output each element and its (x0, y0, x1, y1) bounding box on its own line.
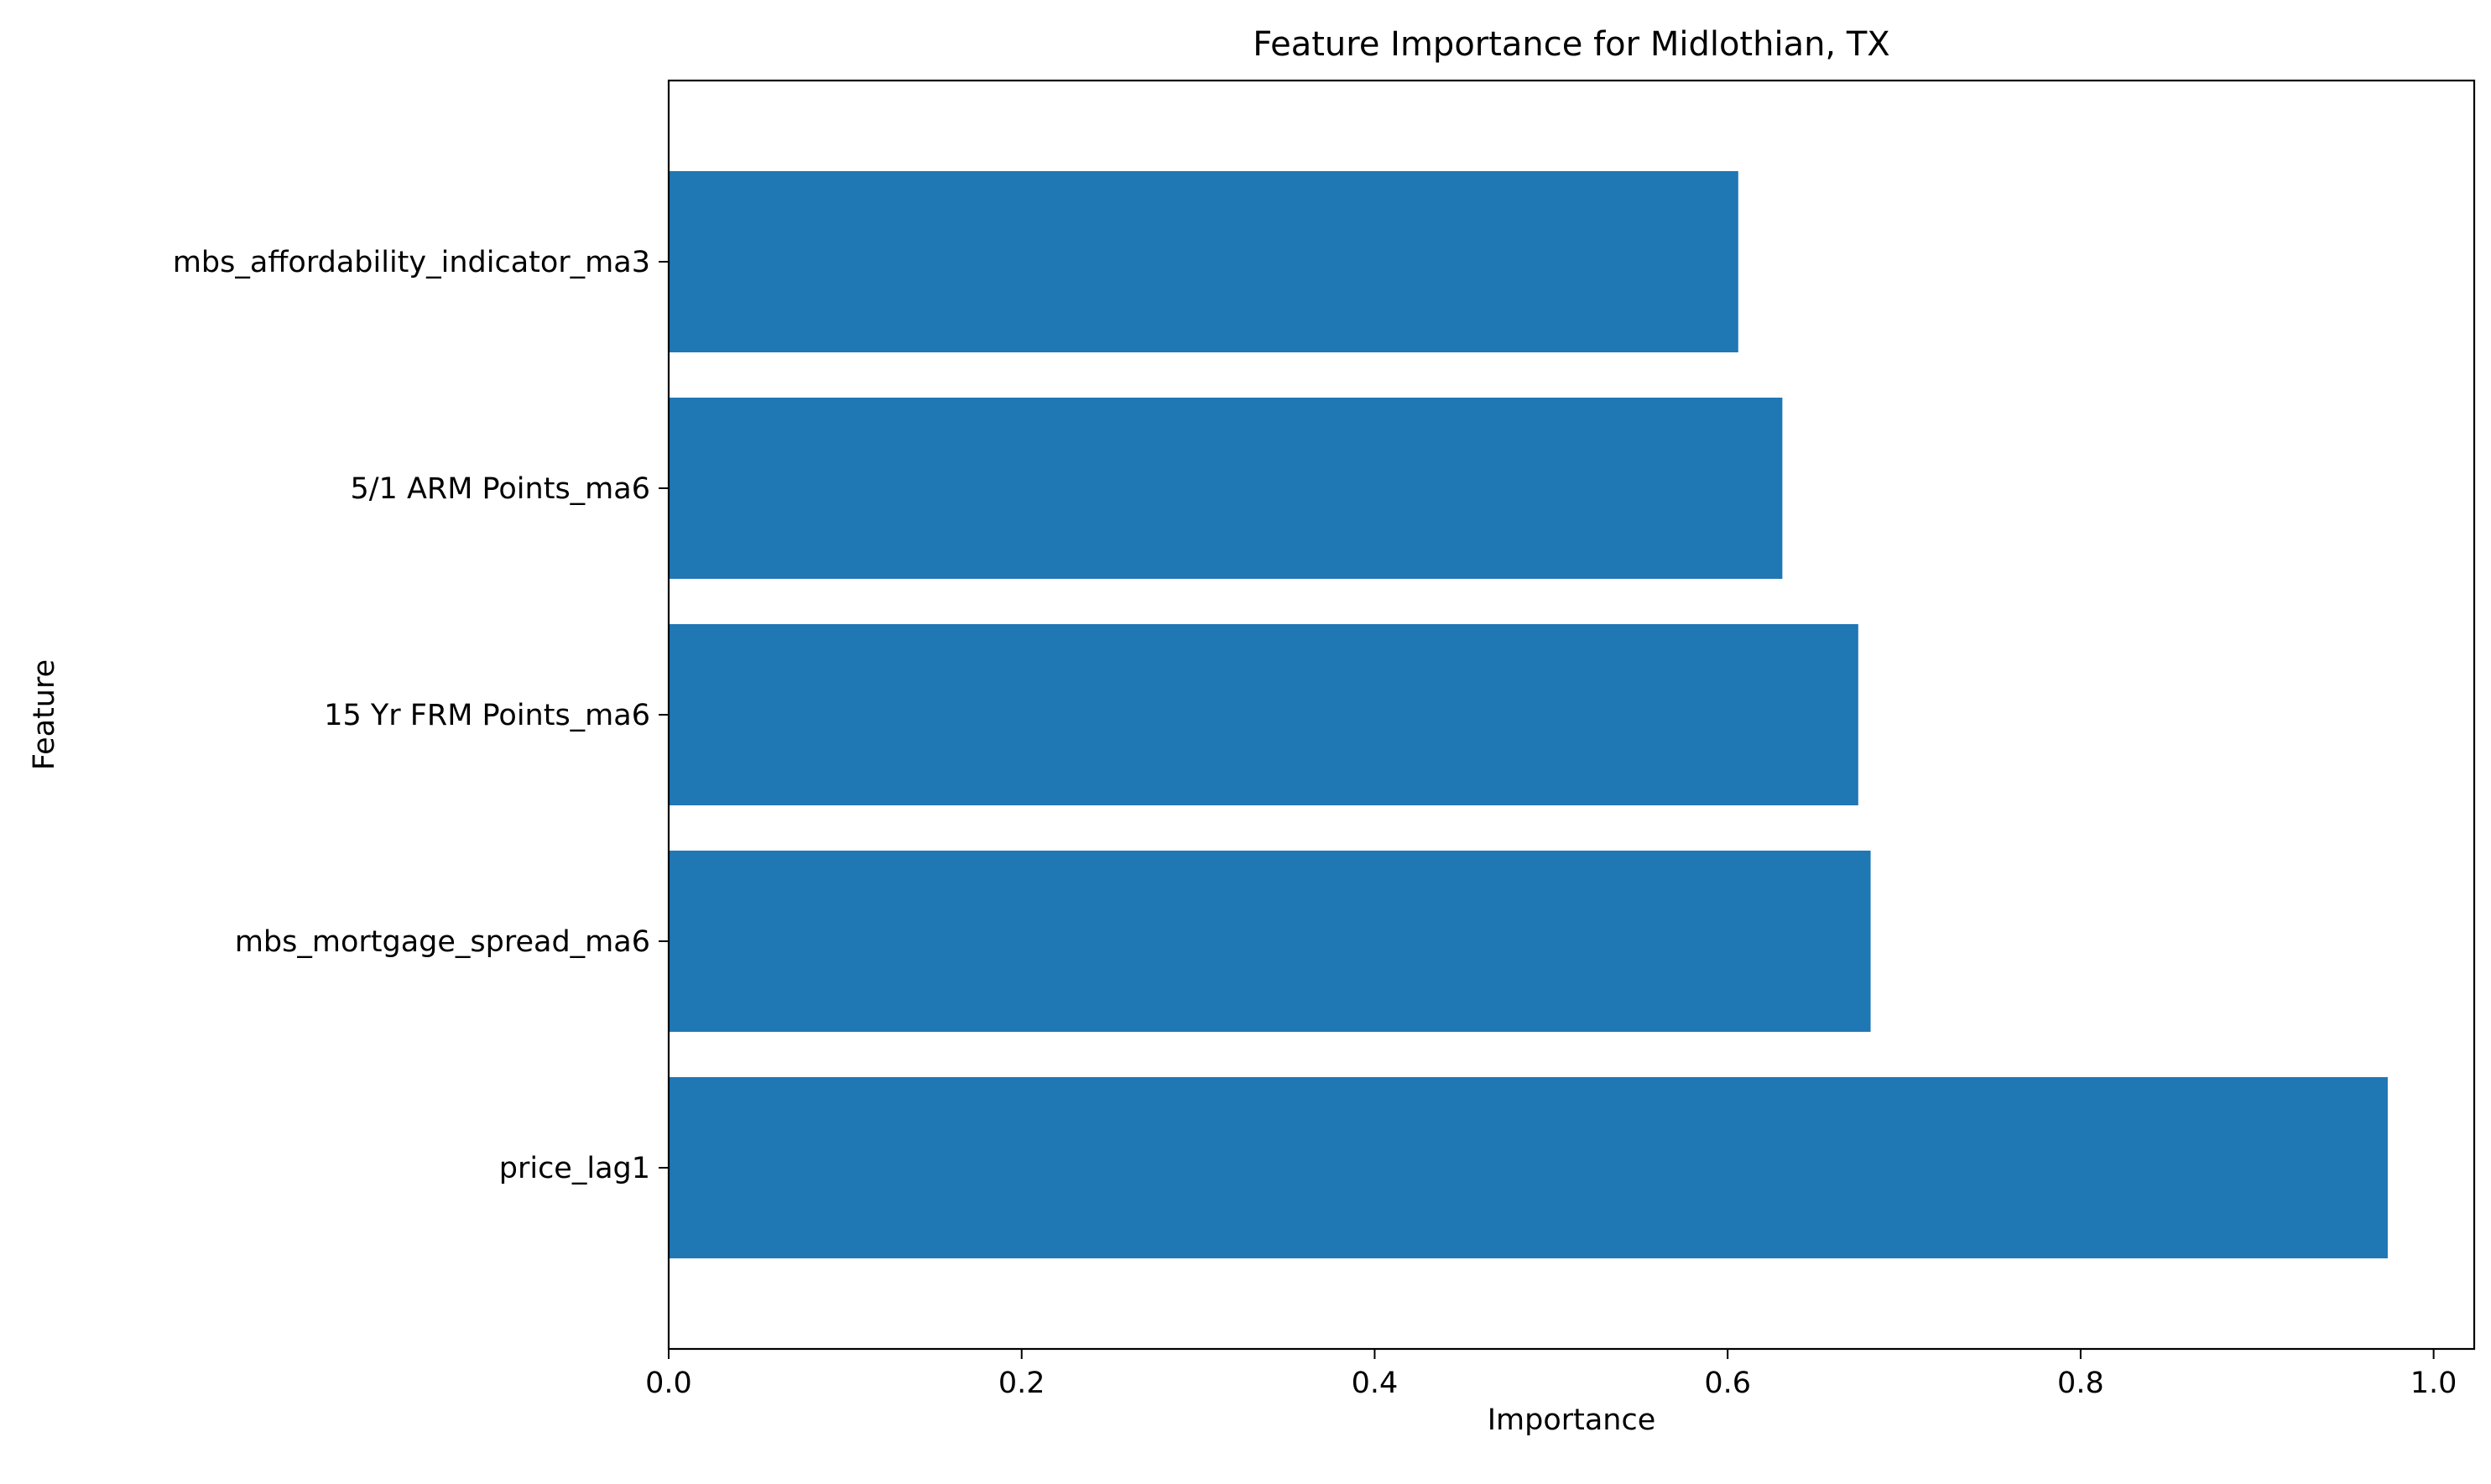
bars-group (669, 171, 2388, 1258)
y-axis-ticks: price_lag1 mbs_mortgage_spread_ma6 15 Yr F… (173, 246, 669, 1185)
bar-price-lag1 (669, 1077, 2388, 1258)
x-tick-label: 0.0 (645, 1367, 692, 1400)
y-tick-label: 5/1 ARM Points_ma6 (351, 472, 651, 506)
x-tick-label: 0.6 (1704, 1367, 1751, 1400)
x-tick-label: 0.8 (2057, 1367, 2104, 1400)
x-tick-label: 1.0 (2410, 1367, 2457, 1400)
bar-15-yr-frm-points-ma6 (669, 624, 1858, 805)
y-tick-label: 15 Yr FRM Points_ma6 (324, 699, 650, 732)
y-tick-label: mbs_affordability_indicator_ma3 (173, 246, 650, 279)
bar-5-1-arm-points-ma6 (669, 398, 1783, 579)
x-axis-label: Importance (1488, 1403, 1656, 1437)
y-tick-label: mbs_mortgage_spread_ma6 (235, 925, 650, 959)
y-tick-label: price_lag1 (499, 1152, 650, 1185)
bar-mbs-mortgage-spread-ma6 (669, 851, 1871, 1032)
x-axis-ticks: 0.0 0.2 0.4 0.6 0.8 1.0 (645, 1349, 2457, 1400)
x-tick-label: 0.2 (998, 1367, 1045, 1400)
y-axis-label: Feature (28, 659, 61, 770)
bar-mbs-affordability-indicator-ma3 (669, 171, 1738, 352)
x-tick-label: 0.4 (1352, 1367, 1399, 1400)
chart-title: Feature Importance for Midlothian, TX (1253, 25, 1889, 64)
